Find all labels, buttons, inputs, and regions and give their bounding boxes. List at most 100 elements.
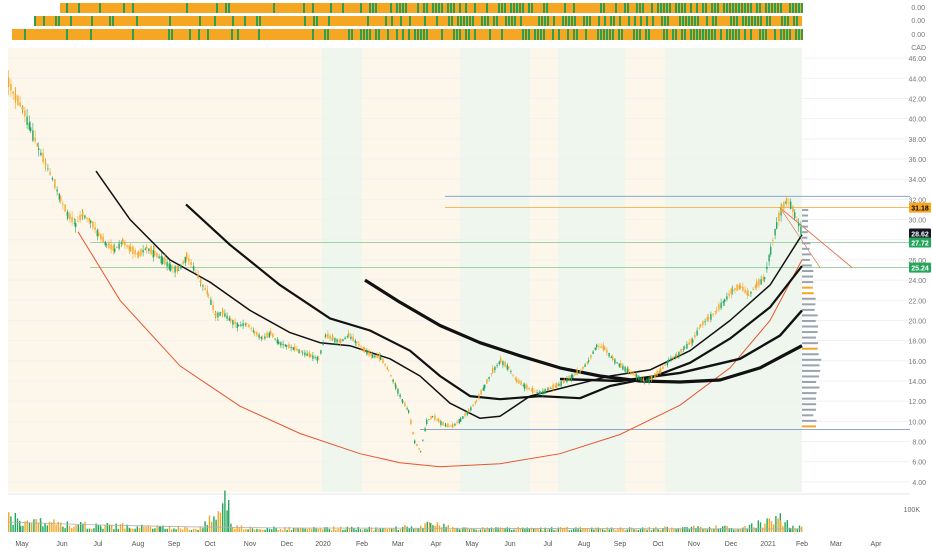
volume-bar bbox=[124, 528, 126, 532]
candle-body bbox=[26, 116, 28, 125]
candle-body bbox=[568, 376, 570, 380]
volume-bar bbox=[624, 529, 626, 532]
candle-body bbox=[684, 347, 686, 349]
volume-bar bbox=[179, 528, 182, 532]
strip-segment bbox=[781, 16, 783, 26]
candle-body bbox=[197, 274, 199, 279]
y-tick-label: 32.00 bbox=[908, 197, 926, 204]
strip-segment bbox=[484, 16, 486, 26]
strip-segment bbox=[508, 16, 510, 26]
volume-bar bbox=[88, 528, 91, 532]
volume-bar bbox=[406, 526, 408, 532]
strip-segment bbox=[730, 16, 732, 26]
strip-segment bbox=[711, 29, 713, 40]
candle-body bbox=[402, 400, 404, 403]
strip-segment bbox=[316, 16, 318, 26]
volume-bar bbox=[102, 528, 104, 532]
volume-bar bbox=[226, 510, 228, 532]
strip-segment bbox=[459, 3, 461, 13]
volume-bar bbox=[149, 526, 152, 532]
volume-bar bbox=[143, 526, 145, 532]
volume-bar bbox=[264, 529, 266, 532]
strip-segment bbox=[513, 3, 515, 13]
candle-body bbox=[726, 296, 728, 300]
strip-segment bbox=[795, 3, 797, 13]
volume-bar bbox=[719, 527, 722, 532]
volume-bar bbox=[764, 523, 766, 532]
candle-body bbox=[154, 251, 156, 256]
volume-bar bbox=[790, 528, 792, 532]
volume-bar bbox=[402, 526, 404, 532]
strip-segment bbox=[795, 29, 797, 40]
candle-body bbox=[136, 253, 138, 255]
candle-body bbox=[22, 106, 24, 111]
candle-body bbox=[700, 324, 702, 327]
strip-segment bbox=[132, 29, 134, 40]
candle-body bbox=[698, 327, 700, 329]
x-tick-label: Jul bbox=[94, 541, 103, 548]
volume-bar bbox=[251, 528, 254, 532]
strip-segment bbox=[720, 29, 722, 40]
candle-body bbox=[106, 244, 108, 246]
candle-body bbox=[482, 387, 484, 391]
x-tick-label: May bbox=[15, 541, 29, 548]
background-band bbox=[530, 48, 558, 492]
volume-bar bbox=[456, 527, 458, 532]
strip-segment bbox=[198, 29, 200, 40]
volume-bar bbox=[399, 528, 402, 532]
strip-segment bbox=[742, 16, 744, 26]
volume-bar bbox=[684, 526, 686, 532]
volume-bar bbox=[240, 525, 243, 532]
strip-segment bbox=[583, 16, 585, 26]
candle-body bbox=[102, 236, 104, 243]
volume-bar bbox=[60, 522, 62, 532]
candle-body bbox=[292, 347, 294, 350]
candle-body bbox=[618, 363, 620, 367]
strip-segment bbox=[90, 29, 92, 40]
volume-bar bbox=[775, 516, 777, 532]
strip-segment bbox=[744, 29, 746, 40]
candle-body bbox=[92, 221, 94, 228]
strip-segment bbox=[402, 29, 404, 40]
volume-bar bbox=[22, 525, 24, 532]
candle-body bbox=[434, 415, 436, 420]
x-tick-label: Feb bbox=[796, 541, 808, 548]
candle-body bbox=[264, 336, 266, 339]
volume-bar bbox=[570, 529, 573, 532]
volume-bar bbox=[193, 528, 195, 532]
candle-body bbox=[794, 212, 796, 219]
strip-segment bbox=[312, 29, 314, 40]
volume-bar bbox=[232, 527, 234, 532]
volume-bar bbox=[391, 528, 393, 532]
volume-bar bbox=[788, 527, 791, 532]
strip-segment bbox=[699, 29, 701, 40]
candle-body bbox=[656, 371, 658, 376]
candle-body bbox=[682, 349, 684, 350]
volume-profile-bar bbox=[802, 342, 819, 345]
candle-body bbox=[36, 143, 38, 147]
strip-segment bbox=[232, 16, 234, 26]
candle-body bbox=[322, 343, 324, 345]
candle-body bbox=[128, 245, 130, 251]
candle-body bbox=[680, 349, 682, 353]
candle-body bbox=[462, 416, 464, 419]
volume-bar bbox=[293, 527, 295, 532]
candle-body bbox=[190, 262, 192, 265]
volume-bar bbox=[68, 525, 71, 532]
volume-bar bbox=[479, 529, 482, 532]
strip-segment bbox=[463, 16, 465, 26]
volume-bar bbox=[106, 522, 108, 532]
volume-bar bbox=[675, 528, 677, 532]
candle-body bbox=[71, 216, 73, 223]
candle-body bbox=[222, 309, 224, 314]
y-tick-label: 8.00 bbox=[912, 440, 926, 447]
volume-bar bbox=[646, 529, 648, 532]
volume-bar bbox=[156, 525, 158, 532]
strip-segment bbox=[568, 16, 570, 26]
volume-bar bbox=[12, 524, 14, 532]
volume-bar bbox=[768, 518, 770, 532]
candle-body bbox=[606, 349, 608, 353]
strip-segment bbox=[396, 3, 398, 13]
strip-segment bbox=[313, 16, 315, 26]
